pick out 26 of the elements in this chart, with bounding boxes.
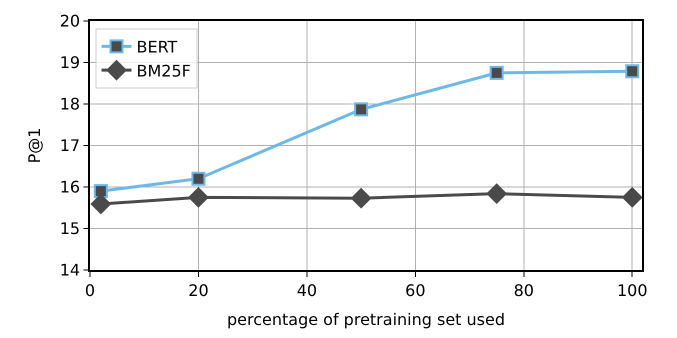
x-tick-label: 100	[616, 280, 648, 300]
x-axis-title: percentage of pretraining set used	[227, 310, 505, 330]
x-tick-label: 60	[405, 280, 426, 300]
point	[350, 188, 372, 209]
y-tick-label: 18	[60, 94, 80, 114]
x-tick-label: 40	[296, 280, 318, 300]
y-tick-label: 20	[60, 12, 80, 31]
point	[622, 186, 642, 208]
point	[188, 186, 209, 208]
x-tick-label: 20	[188, 280, 209, 300]
x-tick-label: 80	[514, 280, 534, 300]
y-axis-title: P@1	[25, 128, 44, 164]
point	[625, 64, 640, 78]
legend-label: BM25F	[136, 61, 191, 80]
point	[94, 184, 108, 198]
y-tick-label: 14	[60, 260, 80, 280]
y-tick-label: 16	[60, 178, 80, 197]
point	[490, 66, 504, 80]
legend-label: BERT	[136, 38, 178, 57]
point	[354, 102, 368, 116]
x-tick-label: 0	[84, 280, 96, 300]
point	[191, 172, 206, 186]
y-tick-label: 19	[60, 53, 80, 72]
y-tick-label: 15	[60, 219, 80, 238]
y-tick-label: 17	[60, 136, 80, 156]
point	[486, 183, 508, 204]
